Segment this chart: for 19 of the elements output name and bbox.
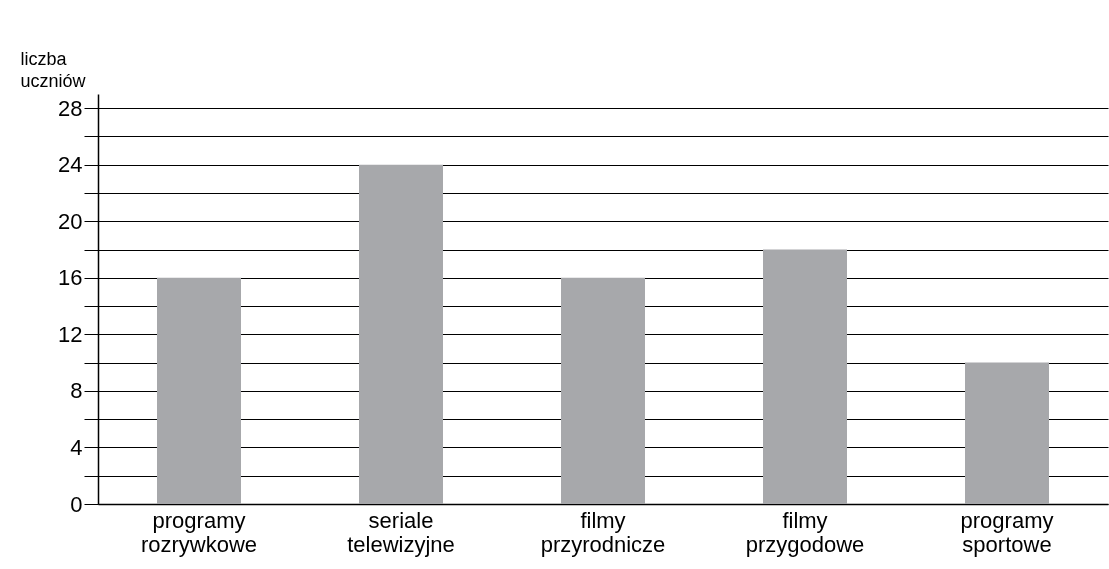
y-tick-label: 24 [58, 152, 83, 178]
x-tick-label: programy sportowe [960, 507, 1054, 557]
y-tick-label: 4 [70, 434, 83, 460]
bar [359, 164, 443, 504]
y-tick-label: 12 [58, 321, 83, 347]
y-tick-label: 0 [70, 491, 83, 517]
y-tick-label: 20 [58, 208, 83, 234]
x-tick-label: filmy przyrodnicze [540, 507, 666, 557]
x-tick-label: seriale telewizyjne [347, 507, 455, 557]
bar [763, 249, 847, 504]
x-tick-label: filmy przygodowe [745, 507, 865, 557]
x-tick-label: programy rozrywkowe [140, 507, 258, 557]
y-axis-title: liczba uczniów [20, 48, 87, 91]
y-tick-label: 28 [58, 95, 83, 121]
y-tick-label: 16 [58, 265, 83, 291]
bar [561, 277, 645, 504]
bar [965, 362, 1049, 504]
y-tick-label: 8 [70, 378, 83, 404]
bar [157, 277, 241, 504]
